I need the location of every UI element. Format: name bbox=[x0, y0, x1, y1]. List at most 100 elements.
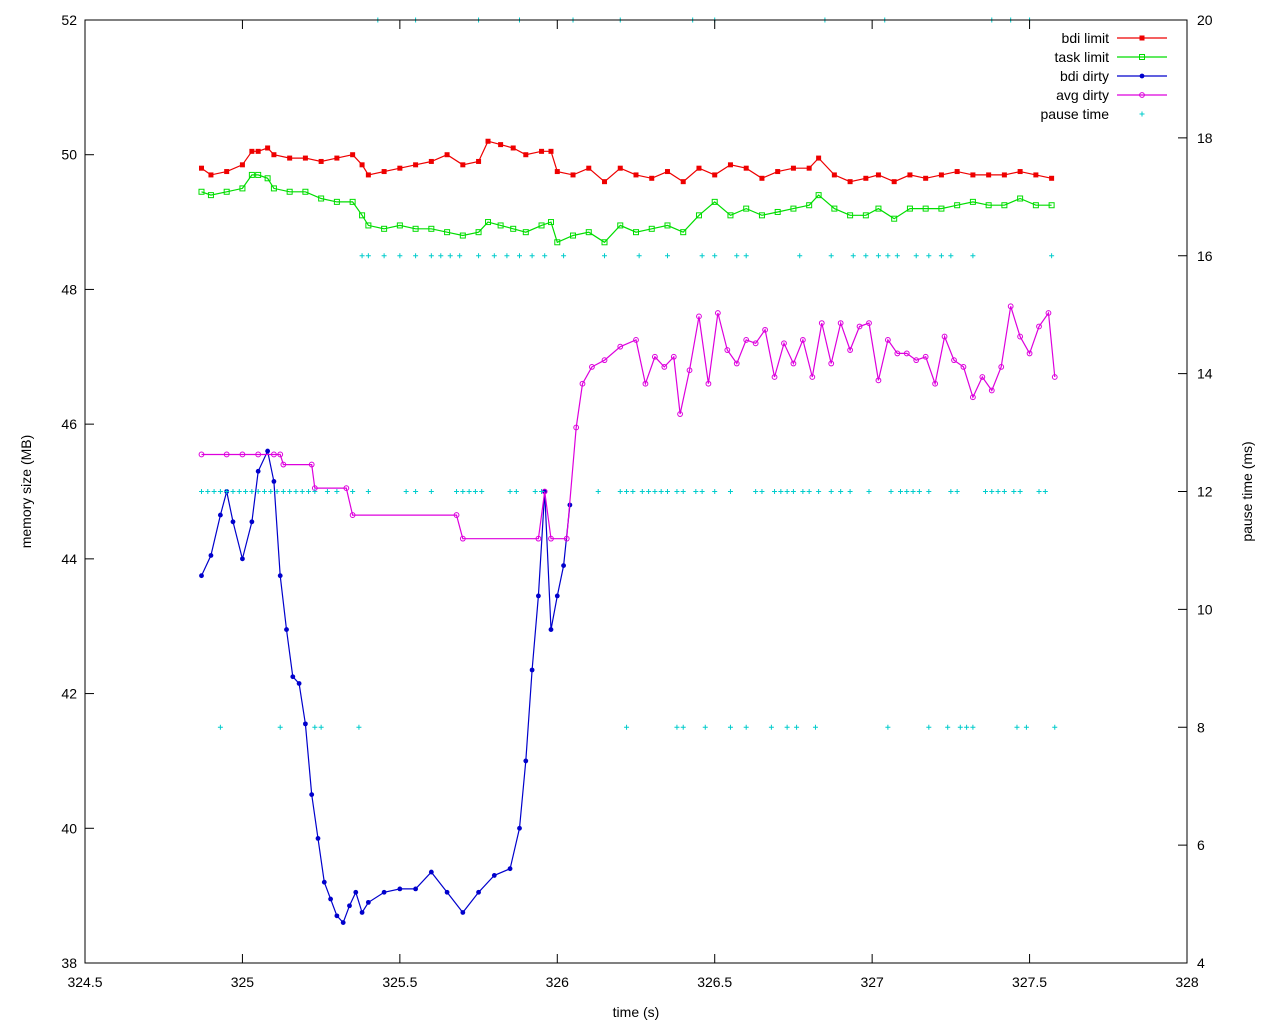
avg-dirty-point bbox=[818, 320, 825, 327]
bdi-dirty-point bbox=[476, 889, 481, 895]
pause-time-point bbox=[957, 724, 963, 730]
pause-time-point bbox=[268, 489, 274, 494]
bdi-limit-point bbox=[359, 162, 365, 168]
bdi-dirty-point bbox=[255, 468, 261, 474]
bdi-limit-point bbox=[633, 172, 639, 178]
pause-time-point bbox=[926, 253, 932, 259]
pause-time-point bbox=[539, 489, 545, 494]
pause-time-point bbox=[457, 253, 463, 259]
bdi-dirty-point bbox=[265, 448, 271, 454]
pause-time-point bbox=[772, 489, 778, 494]
task-limit-point bbox=[790, 205, 797, 212]
pause-time-point bbox=[816, 489, 822, 494]
bdi-dirty-point bbox=[444, 889, 450, 895]
y-axis-left: 38 40 42 44 46 48 50 52 bbox=[61, 12, 94, 971]
pause-time-point bbox=[759, 489, 765, 494]
avg-dirty-point bbox=[633, 337, 639, 343]
task-limit-point bbox=[459, 232, 466, 239]
bdi-limit-point bbox=[1001, 172, 1007, 178]
legend-marker-bdi-limit bbox=[1139, 35, 1145, 41]
bdi-limit-point bbox=[680, 179, 686, 185]
avg-dirty-point bbox=[884, 337, 891, 343]
legend-label-bdi-limit: bdi limit bbox=[1062, 30, 1110, 46]
pause-time-point bbox=[491, 253, 497, 259]
pause-time-point bbox=[517, 253, 523, 259]
x-tick-label: 327.5 bbox=[1012, 974, 1047, 990]
y-tick-label: 44 bbox=[61, 551, 77, 567]
pause-time-point bbox=[680, 724, 686, 730]
legend-label-task-limit: task limit bbox=[1055, 49, 1110, 65]
pause-time-point bbox=[680, 489, 686, 494]
pause-time-point bbox=[243, 489, 249, 494]
task-limit-point bbox=[875, 205, 882, 212]
avg-dirty-point bbox=[651, 353, 658, 360]
bdi-dirty-point bbox=[208, 553, 214, 558]
task-limit-point bbox=[223, 188, 230, 195]
bdi-dirty-point bbox=[303, 721, 308, 727]
avg-dirty-point bbox=[1036, 323, 1042, 330]
bdi-limit-point bbox=[986, 172, 992, 178]
task-limit-point bbox=[633, 229, 639, 236]
bdi-limit-point bbox=[602, 179, 608, 185]
y-axis-right: 4 6 8 10 12 14 16 18 20 bbox=[1178, 12, 1213, 971]
pause-time-point bbox=[1023, 724, 1029, 730]
avg-dirty-point bbox=[661, 363, 668, 370]
avg-dirty-point bbox=[988, 387, 995, 394]
pause-time-point bbox=[897, 489, 903, 494]
x-tick-label: 325 bbox=[231, 974, 255, 990]
pause-time-point bbox=[727, 724, 733, 730]
pause-time-point bbox=[602, 253, 608, 259]
task-limit-point bbox=[365, 222, 372, 229]
bdi-limit-point bbox=[664, 169, 670, 175]
pause-time-point bbox=[664, 489, 670, 494]
bdi-limit-point bbox=[938, 172, 944, 178]
task-limit-point bbox=[969, 198, 976, 205]
task-limit-point bbox=[248, 171, 255, 178]
avg-dirty-point bbox=[856, 323, 863, 330]
pause-time-point bbox=[532, 489, 538, 494]
avg-dirty-point bbox=[752, 340, 759, 347]
avg-dirty-point bbox=[837, 320, 844, 327]
bdi-dirty-point bbox=[517, 825, 522, 831]
avg-dirty-point bbox=[255, 451, 262, 458]
pause-time-point bbox=[1011, 489, 1017, 494]
bdi-limit-point bbox=[539, 148, 545, 154]
pause-time-point bbox=[277, 724, 283, 730]
pause-time-point bbox=[479, 489, 485, 494]
task-limit-point bbox=[774, 208, 781, 215]
bdi-limit-point bbox=[954, 169, 960, 175]
task-limit-point bbox=[922, 205, 929, 212]
task-limit-point bbox=[815, 192, 822, 199]
bdi-dirty-point bbox=[413, 886, 418, 892]
pause-time-point bbox=[894, 253, 900, 259]
bdi-limit-point bbox=[586, 165, 592, 171]
bdi-limit-point bbox=[759, 175, 765, 181]
avg-dirty-point bbox=[913, 357, 920, 364]
task-limit-point bbox=[585, 229, 592, 236]
pause-time-point bbox=[712, 489, 718, 494]
task-limit-point bbox=[680, 229, 687, 236]
pause-time-point bbox=[476, 253, 482, 259]
legend-marker-pause-time bbox=[1139, 111, 1145, 117]
task-limit-point bbox=[412, 225, 419, 232]
legend-label-pause-time: pause time bbox=[1041, 106, 1110, 122]
pause-time-point bbox=[784, 724, 790, 730]
avg-dirty-point bbox=[743, 337, 750, 343]
y2-axis-title: pause time (ms) bbox=[1239, 441, 1255, 541]
avg-dirty-point bbox=[714, 310, 721, 316]
avg-dirty-point bbox=[866, 320, 872, 327]
task-limit-point bbox=[758, 212, 765, 219]
task-limit-point bbox=[547, 219, 554, 226]
bdi-dirty-point bbox=[381, 889, 387, 895]
task-limit-point bbox=[1048, 202, 1055, 209]
pause-time-point bbox=[926, 489, 932, 494]
pause-time-point bbox=[658, 489, 664, 494]
bdi-limit-point bbox=[570, 172, 576, 178]
y-tick-label: 46 bbox=[61, 416, 77, 432]
pause-time-point bbox=[1017, 489, 1023, 494]
bdi-limit-point bbox=[743, 165, 749, 171]
task-limit-point bbox=[444, 229, 451, 236]
pause-time-point bbox=[674, 489, 680, 494]
avg-dirty-point bbox=[894, 350, 901, 357]
